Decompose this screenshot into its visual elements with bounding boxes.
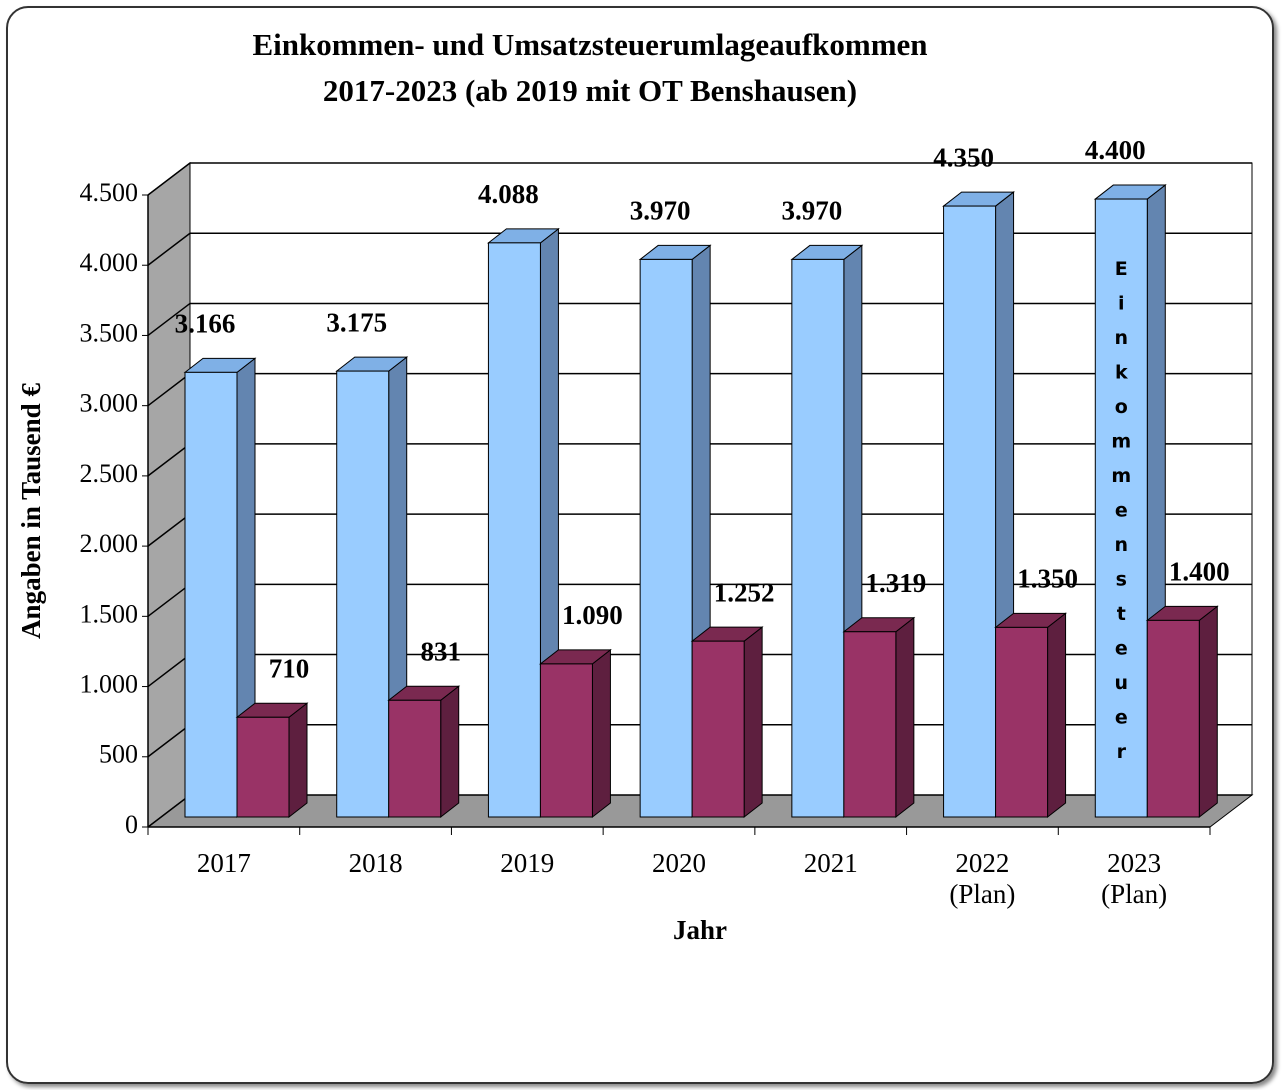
y-tick-label: 0 [125, 810, 138, 839]
bar-side [440, 685, 460, 819]
grid-line [147, 232, 1252, 266]
bar-group [538, 648, 612, 819]
bar-group [486, 227, 560, 819]
value-label: 831 [420, 636, 461, 666]
bar-group [942, 191, 1016, 819]
y-tick-label: 2.000 [80, 529, 139, 558]
chart-title: 2017-2023 (ab 2019 mit OT Benshausen) [323, 73, 857, 108]
y-tick-label: 3.000 [80, 389, 139, 418]
bar [236, 716, 290, 818]
y-tick-label: 500 [99, 740, 138, 769]
bar-side [1198, 605, 1218, 819]
value-label: 1.252 [714, 577, 775, 607]
value-label: 1.319 [865, 568, 926, 598]
frame [6, 6, 1274, 1084]
bar-side [591, 648, 611, 819]
bar-side [288, 702, 308, 819]
x-tick-label: 2021 [803, 848, 858, 878]
bar-side [1047, 612, 1067, 819]
bar [388, 699, 442, 818]
x-axis-label: Jahr [673, 915, 727, 945]
bar [487, 242, 541, 818]
value-label: 4.400 [1085, 135, 1146, 165]
grid-line [147, 302, 1252, 337]
y-tick-label: 1.000 [80, 670, 139, 699]
value-label: 1.090 [562, 600, 623, 630]
y-tick-label: 4.000 [80, 248, 139, 277]
bar [1094, 198, 1148, 818]
bar [791, 258, 845, 818]
y-tick-label: 2.500 [80, 459, 139, 488]
value-label: 4.350 [933, 142, 994, 172]
bar [995, 626, 1049, 818]
x-tick-label: 2020 [652, 848, 706, 878]
x-tick-label: 2022 (Plan) [949, 848, 1016, 909]
side-wall [147, 161, 191, 829]
y-tick-label: 4.500 [80, 178, 139, 207]
bar-group [842, 616, 916, 819]
bar [691, 640, 745, 818]
bar [943, 205, 997, 818]
bar-group [690, 626, 764, 819]
bar [639, 258, 693, 818]
bar-group [183, 357, 257, 819]
grid-line [147, 162, 1252, 196]
bar-group [638, 244, 712, 819]
bar-side [743, 626, 763, 819]
bar-group [387, 685, 461, 819]
value-label: 3.175 [326, 307, 387, 337]
value-label: 710 [269, 653, 310, 683]
bar [843, 631, 897, 818]
value-label: 3.166 [175, 309, 236, 339]
bar-group [235, 702, 309, 819]
y-axis-label: Angaben in Tausend € [16, 383, 46, 639]
bar-group [994, 612, 1068, 819]
chart-title: Einkommen- und Umsatzsteuerumlageaufkomm… [252, 27, 927, 62]
value-label: 3.970 [781, 196, 842, 226]
x-tick-label: 2023 (Plan) [1101, 848, 1168, 909]
y-tick-label: 3.500 [80, 318, 139, 347]
series-label: Einkommensteuer [1110, 258, 1133, 776]
bar-group [1145, 605, 1219, 819]
x-tick-label: 2017 [196, 848, 251, 878]
bar-side [895, 616, 915, 819]
bar [184, 371, 238, 818]
bar [1146, 619, 1200, 818]
y-tick-label: 1.500 [80, 599, 139, 628]
value-label: 4.088 [478, 179, 539, 209]
bar [539, 663, 593, 818]
bar [336, 370, 390, 818]
x-tick-label: 2019 [500, 848, 555, 878]
value-label: 3.970 [630, 196, 691, 226]
x-tick-label: 2018 [348, 848, 403, 878]
value-label: 1.400 [1169, 557, 1230, 587]
value-label: 1.350 [1017, 564, 1078, 594]
